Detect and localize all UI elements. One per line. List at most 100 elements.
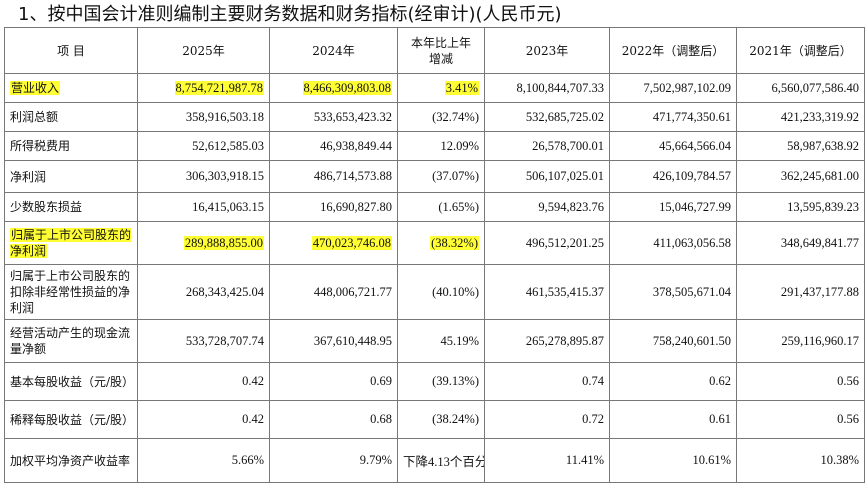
cell-value: 0.56	[837, 374, 859, 388]
table-cell: (38.24%)	[397, 400, 485, 439]
cell-value: 291,437,177.88	[780, 284, 859, 299]
table-body: 营业收入 8,754,721,987.78 8,466,309,803.08 3.41…	[4, 73, 865, 483]
cell-value: 259,116,960.17	[781, 333, 859, 348]
cell-value: 45,664,566.04	[659, 138, 731, 153]
table-cell: 16,415,063.15	[137, 192, 270, 222]
table-row: 经营活动产生的现金流量净额 533,728,707.74 367,610,448.9…	[4, 319, 865, 363]
row-label: 稀释每股收益（元/股）	[4, 400, 138, 439]
table-row: 稀释每股收益（元/股） 0.42 0.68 (38.24%) 0.72 0.61 0.56	[4, 400, 865, 439]
cell-value: 7,502,987,102.09	[643, 80, 732, 95]
row-label: 少数股东损益	[4, 192, 138, 222]
table-cell: 8,100,844,707.33	[484, 73, 610, 103]
page-title: 1、按中国会计准则编制主要财务数据和财务指标(经审计)(人民币元)	[18, 4, 562, 25]
cell-value: 8,100,844,707.33	[516, 80, 605, 95]
table-cell: 486,714,573.88	[269, 160, 398, 193]
cell-value: 496,512,201.25	[525, 235, 604, 250]
row-label: 基本每股收益（元/股）	[4, 362, 138, 401]
table-cell: 10.61%	[609, 438, 737, 483]
cell-value: 26,578,700.01	[532, 138, 604, 153]
cell-value: 5.66%	[231, 453, 264, 467]
column-header-1: 2025年	[137, 27, 270, 74]
table-cell: 8,466,309,803.08	[269, 73, 398, 103]
financial-table: 项 目 2025年 2024年 本年比上年增减 2023年 2022年（调整后） 2021年…	[4, 27, 865, 483]
table-cell: 367,610,448.95	[269, 319, 398, 363]
table-row: 少数股东损益 16,415,063.15 16,690,827.80 (1.65%) 9…	[4, 192, 865, 222]
table-cell: 411,063,056.58	[609, 221, 737, 265]
row-label: 营业收入	[4, 73, 138, 103]
cell-value: 411,063,056.58	[653, 235, 731, 250]
table-cell: 533,653,423.32	[269, 102, 398, 132]
table-row: 归属于上市公司股东的扣除非经常性损益的净利润 268,343,425.04 448,…	[4, 264, 865, 320]
cell-value: 506,107,025.01	[525, 169, 604, 183]
cell-value: 15,046,727.99	[659, 199, 731, 214]
table-cell: 12.09%	[397, 131, 485, 161]
table-cell: 426,109,784.57	[609, 160, 737, 193]
cell-value: 358,916,503.18	[185, 109, 264, 124]
cell-value: (1.65%)	[438, 199, 479, 214]
table-cell: 0.42	[137, 362, 270, 401]
cell-value: 45.19%	[440, 333, 479, 348]
table-cell: 291,437,177.88	[736, 264, 865, 320]
cell-value: 下降4.13个百分点	[403, 455, 484, 469]
cell-value: 0.69	[370, 374, 392, 388]
table-cell: 758,240,601.50	[609, 319, 737, 363]
header-row: 项 目 2025年 2024年 本年比上年增减 2023年 2022年（调整后） 2021年…	[4, 27, 865, 74]
table-cell: 259,116,960.17	[736, 319, 865, 363]
cell-value: 10.38%	[820, 453, 859, 467]
table-row: 所得税费用 52,612,585.03 46,938,849.44 12.09% 26,…	[4, 131, 865, 161]
cell-value: 289,888,855.00	[183, 235, 264, 250]
table-cell: 0.56	[736, 362, 865, 401]
column-header-5: 2022年（调整后）	[609, 27, 737, 74]
table-cell: 9.79%	[269, 438, 398, 483]
row-label-text: 归属于上市公司股东的净利润	[10, 228, 132, 258]
table-cell: 13,595,839.23	[736, 192, 865, 222]
table-row: 营业收入 8,754,721,987.78 8,466,309,803.08 3.41…	[4, 73, 865, 103]
cell-value: 367,610,448.95	[313, 333, 392, 348]
table-cell: 8,754,721,987.78	[137, 73, 270, 103]
cell-value: 348,649,841.77	[780, 235, 859, 250]
cell-value: 8,466,309,803.08	[302, 80, 392, 95]
row-label-text: 加权平均净资产收益率	[10, 453, 131, 468]
table-cell: (39.13%)	[397, 362, 485, 401]
cell-value: 0.61	[709, 412, 731, 426]
cell-value: 9.79%	[359, 453, 392, 467]
table-cell: 461,535,415.37	[484, 264, 610, 320]
table-cell: 9,594,823.76	[484, 192, 610, 222]
column-header-6: 2021年（调整后）	[736, 27, 865, 74]
column-header-0: 项 目	[4, 27, 138, 74]
table-cell: 0.74	[484, 362, 610, 401]
table-cell: 3.41%	[397, 73, 485, 103]
column-header-3: 本年比上年增减	[397, 27, 485, 74]
table-cell: 421,233,319.92	[736, 102, 865, 132]
table-cell: (40.10%)	[397, 264, 485, 320]
table-cell: 470,023,746.08	[269, 221, 398, 265]
table-cell: 0.61	[609, 400, 737, 439]
table-cell: 0.42	[137, 400, 270, 439]
table-cell: 0.68	[269, 400, 398, 439]
row-label-text: 利润总额	[10, 110, 59, 124]
row-label: 所得税费用	[4, 131, 138, 161]
row-label: 净利润	[4, 160, 138, 193]
cell-value: (38.32%)	[430, 235, 479, 250]
table-cell: 362,245,681.00	[736, 160, 865, 193]
row-label-text: 经营活动产生的现金流量净额	[10, 326, 131, 356]
table-cell: 0.72	[484, 400, 610, 439]
table-cell: (32.74%)	[397, 102, 485, 132]
cell-value: 265,278,895.87	[525, 333, 604, 348]
table-cell: 358,916,503.18	[137, 102, 270, 132]
table-cell: 0.69	[269, 362, 398, 401]
table-row: 归属于上市公司股东的净利润 289,888,855.00 470,023,746.0…	[4, 221, 865, 265]
table-cell: 10.38%	[736, 438, 865, 483]
table-cell: (38.32%)	[397, 221, 485, 265]
cell-value: 16,415,063.15	[192, 199, 264, 214]
cell-value: 0.74	[582, 374, 604, 388]
cell-value: (37.07%)	[432, 169, 479, 183]
table-cell: 289,888,855.00	[137, 221, 270, 265]
cell-value: 6,560,077,586.40	[771, 80, 860, 95]
cell-value: 8,754,721,987.78	[174, 80, 264, 95]
cell-value: 758,240,601.50	[652, 333, 731, 348]
cell-value: 12.09%	[440, 138, 479, 153]
cell-value: 0.42	[242, 412, 264, 426]
table-cell: 448,006,721.77	[269, 264, 398, 320]
cell-value: 13,595,839.23	[787, 199, 859, 214]
